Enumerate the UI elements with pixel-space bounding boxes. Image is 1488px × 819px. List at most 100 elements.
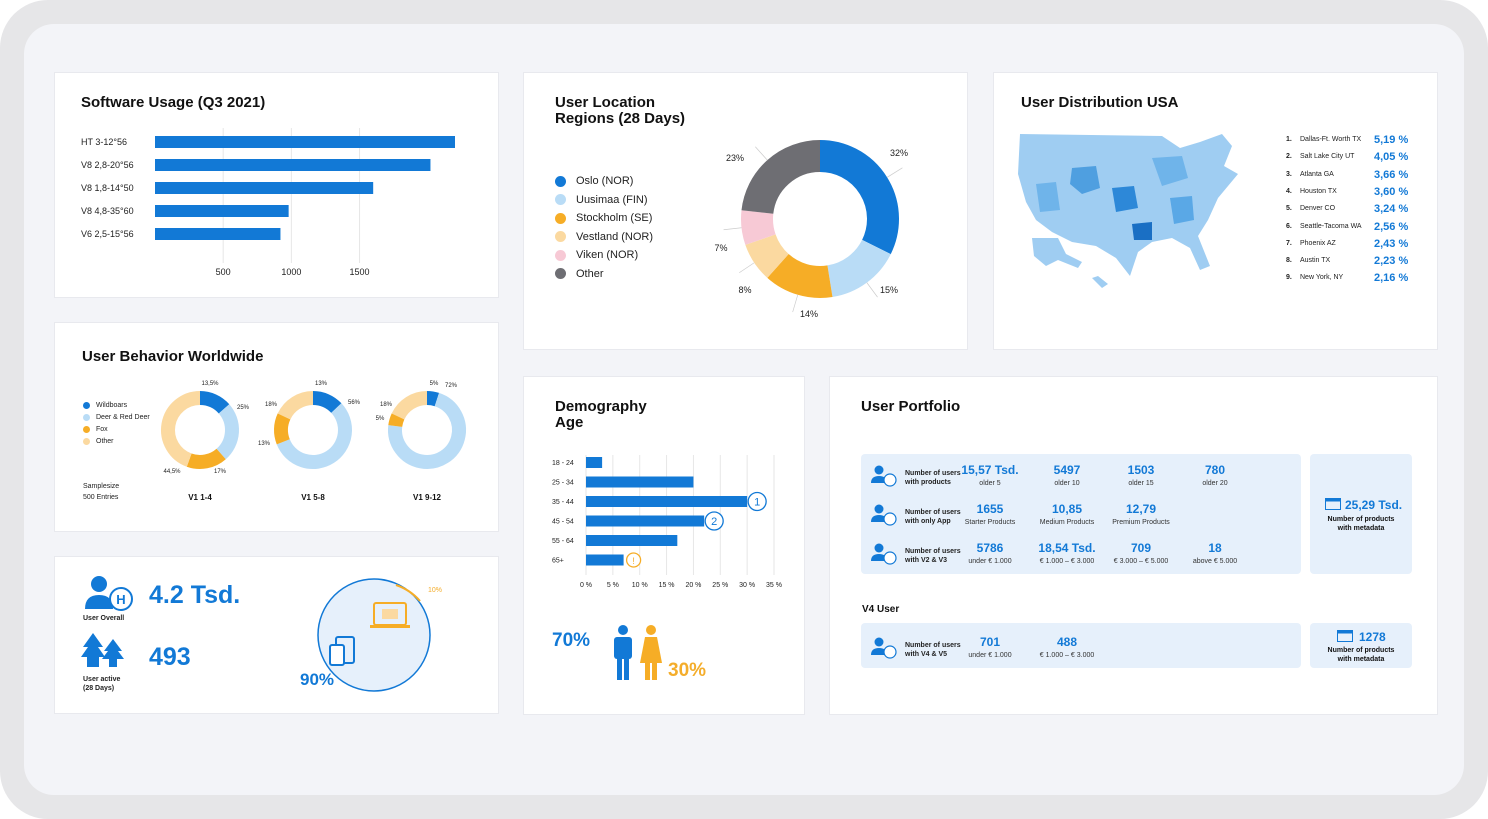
city-name: Denver CO [1300,205,1336,213]
cell-subtitle: € 1.000 – € 3.000 [1039,652,1095,659]
row-label: Number of users with V4 & V5 [905,642,961,658]
legend-dot [555,268,566,279]
slice-label: 44,5% [163,469,181,475]
slice-label: 18% [265,402,278,408]
city-rank: 1. [1286,136,1292,143]
bar-label: V8 4,8-35°60 [81,206,134,216]
cell-subtitle: older 20 [1202,480,1228,487]
user-portfolio-title: User Portfolio [861,398,961,415]
v4-panel [861,623,1301,668]
code-window-icon [1325,498,1341,510]
legend-dot [555,231,566,242]
slice-label: 15% [880,285,898,295]
software-usage-card: Software Usage (Q3 2021) 500 1000 1500 HT 3… [54,72,499,298]
user-overall-label: User Overall [83,615,125,622]
donut-slice [312,391,342,414]
city-rank: 9. [1286,274,1292,282]
cell-value: 1655 [976,502,1004,516]
bar-marker [747,491,767,512]
bar-marker-label: 2 [711,516,717,528]
cell-subtitle: above € 5.000 [1192,558,1238,565]
leader-line [886,167,903,178]
bar-label: 25 - 34 [552,480,574,487]
slice-label: 25% [237,405,250,411]
svg-text:H: H [116,592,125,607]
metadata-1-value: 25,29 Tsd. [1345,498,1403,512]
legend-item: Stockholm (SE) [555,212,652,224]
x-tick-label: 5 % [607,582,619,589]
bar-marker-label: 1 [754,497,760,509]
leader-line [739,262,755,274]
user-group-icon [871,504,897,526]
bar-marker [625,552,642,568]
legend-label: Uusimaa (FIN) [576,193,648,206]
city-rank: 5. [1286,205,1292,213]
donut-caption: V1 5-8 [301,493,325,502]
city-pct: 5,19 % [1374,134,1409,146]
cell-subtitle: Premium Products [1112,519,1170,526]
usa-map [1018,134,1238,288]
donut-slice [388,413,405,428]
demography-title: Demography Age [555,398,647,431]
metadata-panel-1: 25,29 Tsd. Number of products with metad… [1310,454,1412,574]
city-rank: 7. [1286,239,1292,247]
slice-label: 13% [315,381,328,387]
leader-line [755,146,768,161]
x-tick-label: 35 % [766,582,782,589]
slice-label: 17% [214,469,227,475]
user-location-card: User Location Regions (28 Days) Oslo (NO… [523,72,968,350]
metadata-1-label: Number of products with metadata [1327,516,1395,532]
city-name: Dallas-Ft. Worth TX [1300,136,1362,143]
user-active-value: 493 [149,643,191,671]
legend-item: Uusimaa (FIN) [555,194,648,206]
metadata-2-label: Number of products with metadata [1327,647,1395,663]
portfolio-main-panel [861,454,1301,574]
city-name: Salt Lake City UT [1300,153,1355,161]
code-window-icon [1337,630,1353,642]
bar-marker-label: ! [632,556,635,566]
legend-item: Viken (NOR) [555,249,638,261]
donut-slice [819,140,899,255]
x-tick-label: 0 % [580,582,592,589]
legend-label: Other [576,267,604,280]
legend-label: Stockholm (SE) [576,212,653,224]
cell-subtitle: under € 1.000 [968,558,1012,565]
x-tick-label: 15 % [659,582,675,589]
leader-line [792,294,799,313]
v4-user-title: V4 User [862,604,900,615]
legend-dot [83,438,90,445]
city-name: Houston TX [1300,187,1337,195]
metadata-2-value: 1278 [1359,630,1386,644]
samplesize-label: Samplesize [83,483,120,490]
city-rank: 8. [1286,257,1292,265]
bar-label: 55 - 64 [552,538,574,545]
x-tick-label: 10 % [632,582,648,589]
cell-value: 709 [1130,541,1152,555]
x-tick-label: 1500 [350,267,370,277]
city-rank: 4. [1286,187,1292,195]
user-behavior-title: User Behavior Worldwide [82,348,264,365]
city-name: Atlanta GA [1300,170,1334,178]
city-rank: 2. [1286,153,1292,161]
usa-region-mid-3 [1170,196,1194,224]
row-label: Number of users with only App [905,509,961,525]
city-pct: 4,05 % [1374,151,1409,164]
bar [155,205,289,217]
slice-label: 13% [258,441,271,447]
bar [586,554,624,566]
usa-region-mid-2 [1036,182,1060,212]
cell-value: 1503 [1127,463,1155,477]
city-pct: 2,16 % [1374,272,1409,285]
user-active-icon [81,633,124,667]
cell-value: 18,54 Tsd. [1038,541,1096,555]
city-pct: 2,56 % [1374,220,1409,233]
cell-subtitle: Medium Products [1039,519,1095,526]
slice-label: 32% [890,148,908,158]
donut-slice [274,413,291,445]
user-group-icon [871,543,897,565]
donut-caption: V1 9-12 [413,493,442,502]
legend-dot [555,249,566,261]
cell-value: 12,79 [1125,502,1157,516]
male-pct: 70% [552,630,591,651]
legend-label: Fox [96,426,108,433]
